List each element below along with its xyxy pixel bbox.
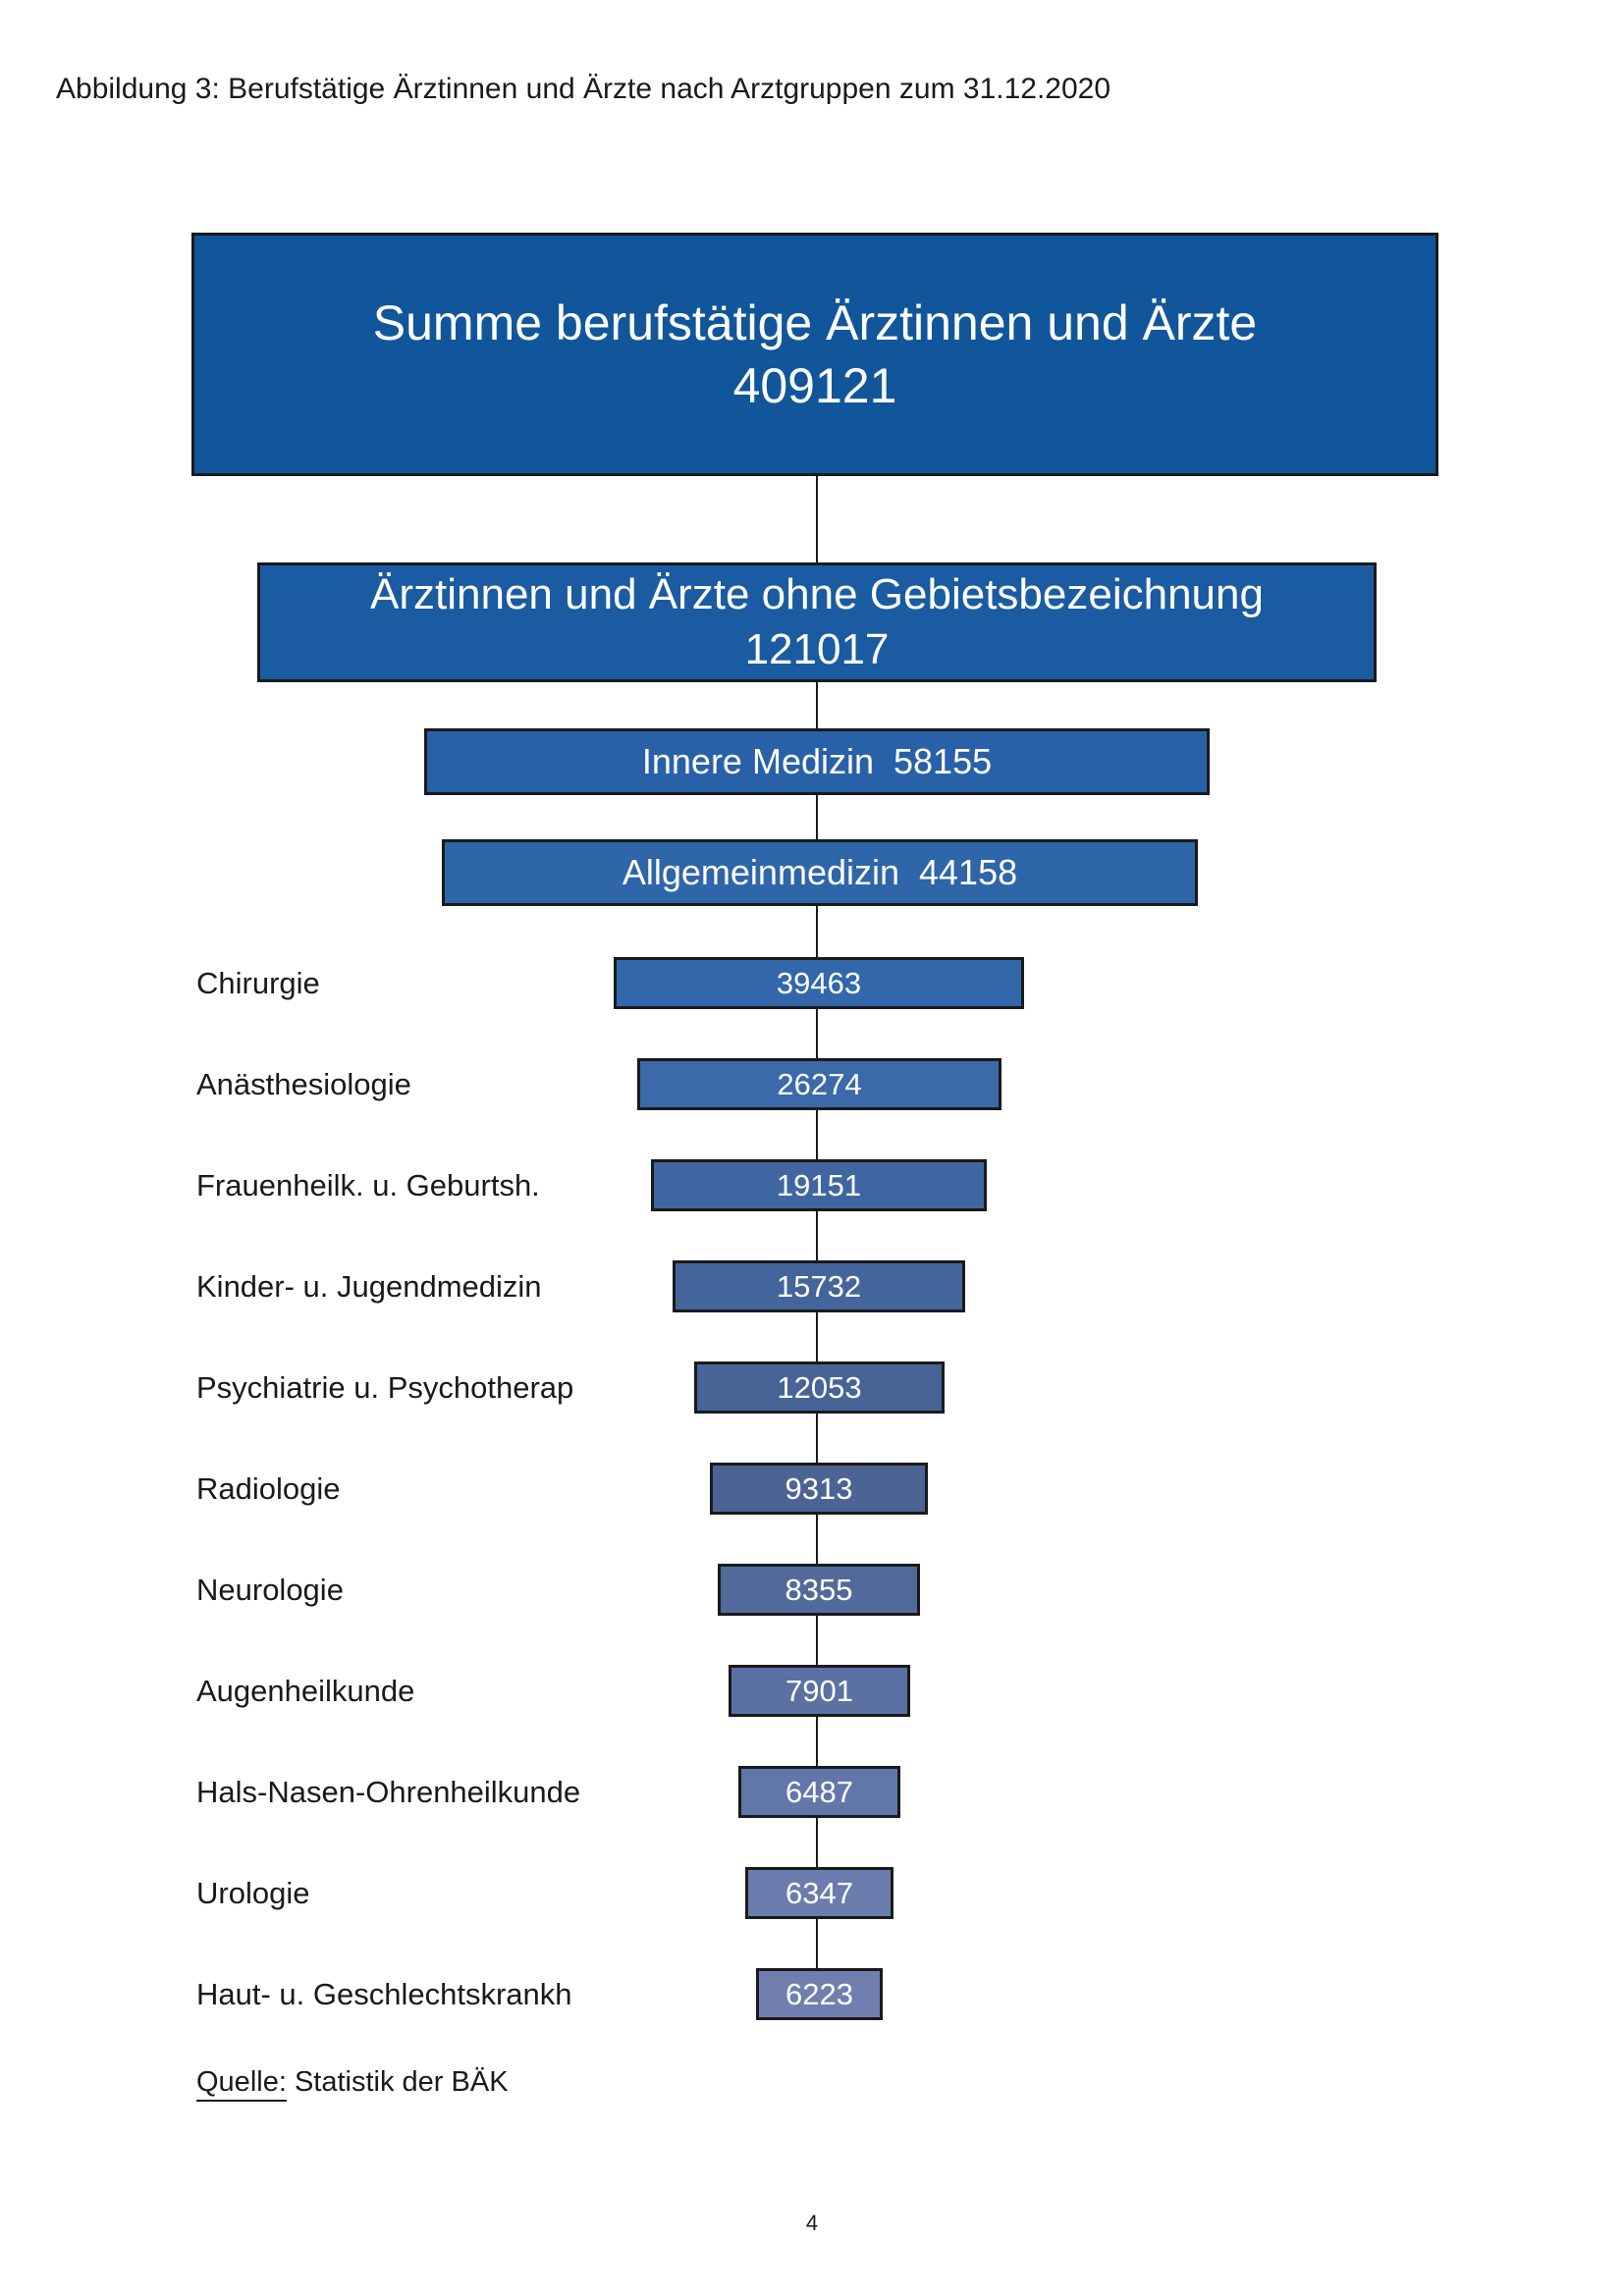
connector-line [816,1515,818,1564]
funnel-node-value: 409121 [732,358,897,413]
funnel-node-label-kinder-u-jugendmedizin: Kinder- u. Jugendmedizin [196,1268,542,1304]
funnel-node-haut-u-geschlechtskrankh: 6223 [756,1968,883,2020]
funnel-node-title: Ärztinnen und Ärzte ohne Gebietsbezeichn… [370,569,1264,618]
funnel-node-label-urologie: Urologie [196,1875,310,1910]
funnel-node-value: 39463 [776,965,862,1000]
source-value: Statistik der BÄK [294,2066,509,2098]
connector-line [816,1211,818,1260]
connector-line [816,1312,818,1362]
funnel-node-summe-berufstaetige-aerztinnen-und-aerzte: Summe berufstätige Ärztinnen und Ärzte 40… [191,233,1438,476]
funnel-node-augenheilkunde: 7901 [729,1665,910,1717]
funnel-node-label-psychiatrie-u-psychotherap: Psychiatrie u. Psychotherap [196,1369,574,1405]
funnel-node-value: 9313 [785,1470,853,1506]
connector-line [816,1818,818,1867]
funnel-node-anaesthesiologie: 26274 [637,1058,1001,1110]
funnel-node-label-frauenheilk-u-geburtsh: Frauenheilk. u. Geburtsh. [196,1167,540,1202]
funnel-node-urologie: 6347 [745,1867,893,1919]
funnel-node-psychiatrie-u-psychotherap: 12053 [694,1362,945,1414]
figure-caption: Abbildung 3: Berufstätige Ärztinnen und … [56,73,1111,105]
connector-line [816,795,818,839]
funnel-node-kinder-u-jugendmedizin: 15732 [673,1260,965,1312]
connector-line [816,1009,818,1058]
funnel-node-title-value: Innere Medizin 58155 [641,740,993,781]
funnel-node-label-anaesthesiologie: Anästhesiologie [196,1066,411,1101]
connector-line [816,1919,818,1968]
funnel-node-value: 19151 [776,1167,862,1202]
funnel-node-value: 6223 [785,1976,853,2011]
funnel-node-label-chirurgie: Chirurgie [196,965,320,1000]
funnel-node-value: 6487 [785,1774,853,1809]
funnel-node-label-radiologie: Radiologie [196,1470,341,1506]
funnel-node-value: 6347 [785,1875,853,1910]
funnel-node-label-hals-nasen-ohrenheilkunde: Hals-Nasen-Ohrenheilkunde [196,1774,581,1809]
page-number: 4 [805,2211,819,2235]
funnel-node-label-augenheilkunde: Augenheilkunde [196,1673,415,1708]
funnel-node-label-haut-u-geschlechtskrankh: Haut- u. Geschlechtskrankh [196,1976,572,2011]
funnel-node-hals-nasen-ohrenheilkunde: 6487 [738,1766,900,1818]
funnel-node-neurologie: 8355 [718,1564,920,1616]
funnel-node-value: 121017 [744,625,890,673]
connector-line [816,476,818,562]
funnel-node-label-neurologie: Neurologie [196,1572,344,1607]
connector-line [816,1414,818,1463]
funnel-node-radiologie: 9313 [710,1463,928,1515]
funnel-node-innere-medizin: Innere Medizin 58155 [424,728,1210,795]
connector-line [816,1717,818,1766]
connector-line [816,682,818,728]
funnel-node-title-value: Allgemeinmedizin 44158 [622,851,1018,892]
funnel-node-aerztinnen-und-aerzte-ohne-gebietsbezeichnung: Ärztinnen und Ärzte ohne Gebietsbezeichn… [257,562,1377,682]
connector-line [816,906,818,957]
funnel-node-value: 8355 [785,1572,853,1607]
funnel-node-frauenheilk-u-geburtsh: 19151 [651,1159,987,1211]
funnel-node-allgemeinmedizin: Allgemeinmedizin 44158 [442,839,1198,906]
funnel-node-value: 26274 [777,1066,862,1101]
connector-line [816,1616,818,1665]
connector-line [816,1110,818,1159]
funnel-node-value: 7901 [785,1673,853,1708]
source-label: Quelle: [196,2066,287,2102]
source-line: Quelle: Statistik der BÄK [196,2066,509,2102]
funnel-node-value: 15732 [776,1268,862,1304]
funnel-node-value: 12053 [777,1369,862,1405]
funnel-node-chirurgie: 39463 [614,957,1024,1009]
funnel-node-title: Summe berufstätige Ärztinnen und Ärzte [372,295,1258,350]
